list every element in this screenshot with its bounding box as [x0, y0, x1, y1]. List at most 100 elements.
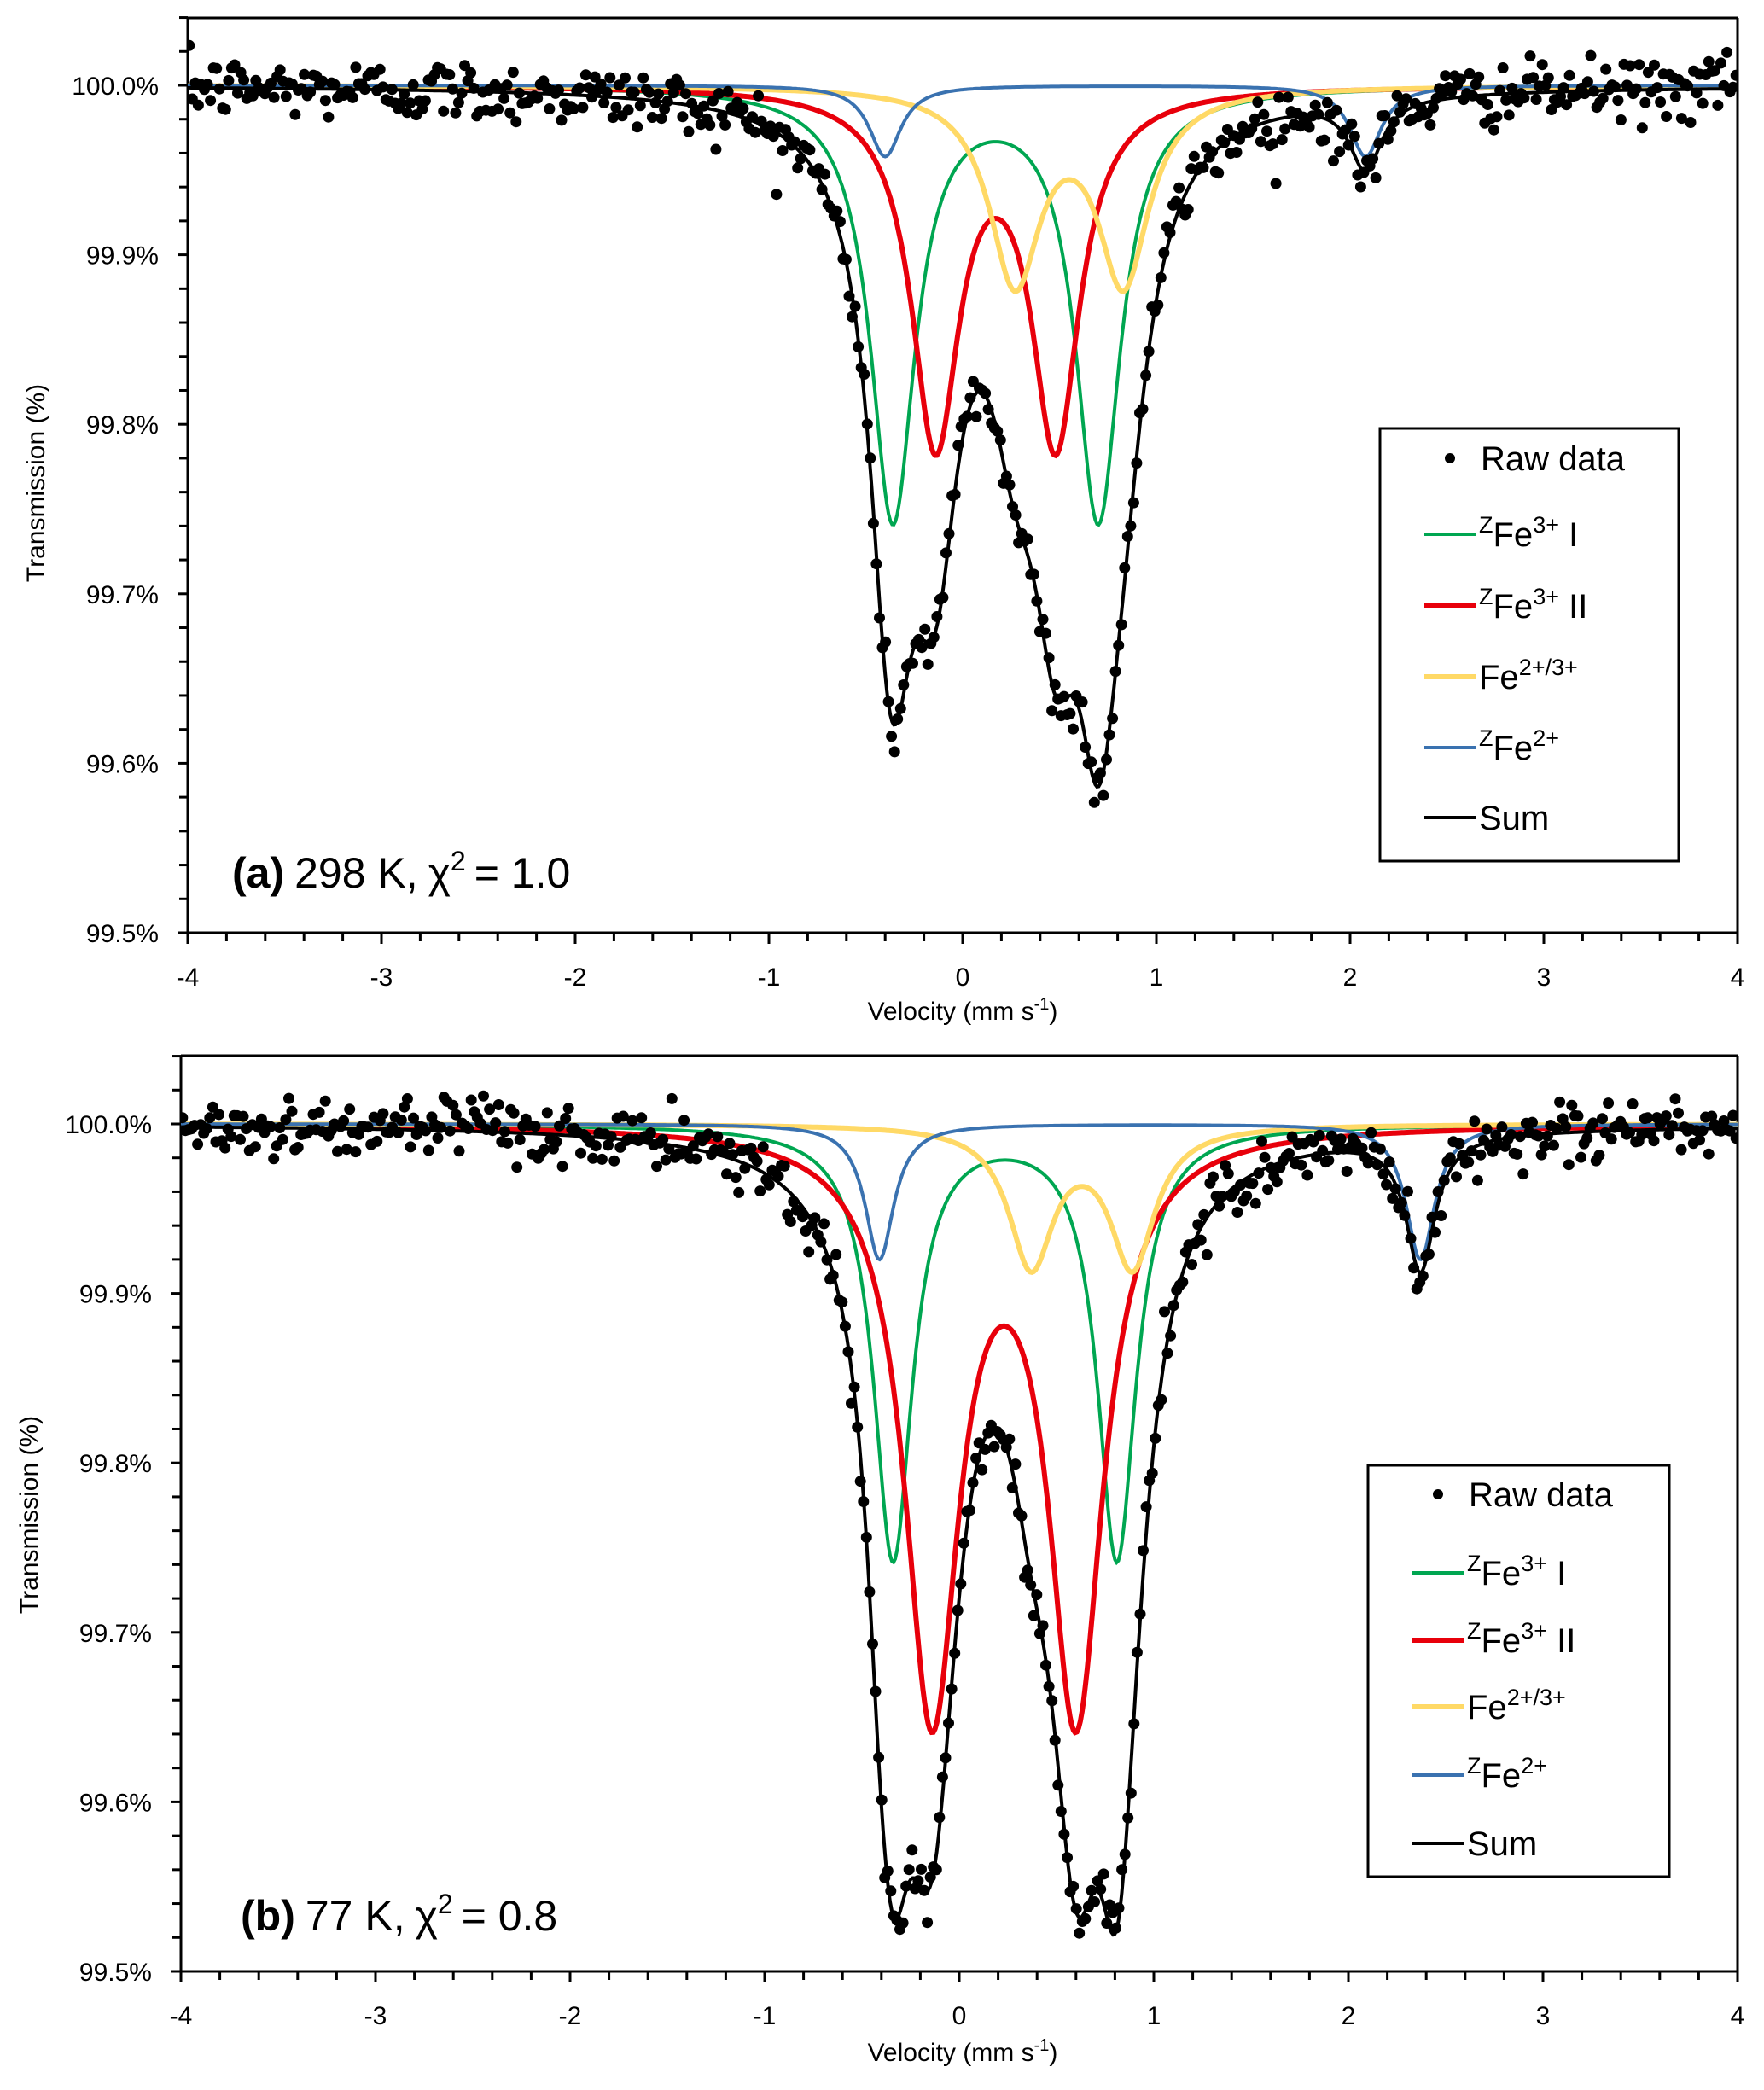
raw-data-point [192, 99, 204, 111]
raw-data-point [886, 731, 898, 742]
x-tick-label: 0 [956, 963, 970, 992]
raw-data-point [1511, 1148, 1523, 1160]
raw-data-point [1685, 117, 1697, 128]
raw-data-point [1319, 134, 1330, 146]
raw-data-point [1593, 1150, 1605, 1161]
legend-box [1378, 427, 1680, 863]
chi-value: = 0.8 [462, 1892, 558, 1940]
raw-data-point [1581, 1132, 1593, 1144]
x-tick-label: 2 [1342, 2002, 1356, 2030]
panel-label: (b) [241, 1892, 295, 1940]
y-tick-label: 99.5% [79, 1959, 152, 1987]
raw-data-point [1721, 46, 1733, 58]
raw-data-point [374, 63, 386, 75]
raw-data-point [1517, 1168, 1529, 1180]
raw-data-point [1563, 1159, 1575, 1171]
raw-data-point [550, 1136, 562, 1148]
x-tick-label: -1 [754, 2002, 777, 2030]
x-tick-label: -2 [564, 963, 587, 992]
raw-data-point [532, 92, 544, 104]
legend-label: Fe2+/3+ [1467, 1685, 1566, 1726]
legend-label-sup: 3+ [1533, 512, 1559, 538]
raw-data-point [603, 1139, 614, 1151]
raw-data-point [438, 105, 450, 117]
raw-data-point [660, 1154, 672, 1166]
legend-label-sup: 3+ [1521, 1551, 1547, 1576]
raw-data-point [238, 74, 250, 86]
raw-data-point [344, 1103, 356, 1115]
raw-data-point [1663, 1129, 1675, 1141]
raw-data-point [299, 68, 311, 80]
raw-data-point [1524, 50, 1536, 62]
raw-data-point [919, 623, 931, 635]
raw-data-point [719, 119, 731, 131]
raw-data-point [622, 104, 634, 116]
x-tick-label: -3 [364, 2002, 387, 2030]
raw-data-point [1572, 1110, 1584, 1122]
raw-data-point [1446, 85, 1458, 97]
legend-label-base: Fe [1482, 1555, 1522, 1592]
raw-data-point [229, 59, 241, 71]
legend-label-prefix: Z [1467, 1618, 1482, 1644]
raw-data-point [651, 1161, 662, 1173]
raw-data-point [280, 90, 292, 102]
legend-label-prefix: Z [1467, 1753, 1482, 1779]
raw-data-point [447, 1099, 459, 1111]
raw-data-point [338, 1115, 350, 1127]
legend-marker-dot [1433, 1489, 1443, 1499]
raw-data-point [235, 1133, 246, 1145]
raw-data-point [1551, 1122, 1563, 1134]
raw-data-point [204, 1112, 216, 1124]
raw-data-point [1279, 123, 1291, 135]
raw-data-point [1159, 1306, 1170, 1318]
raw-data-point [970, 410, 982, 422]
raw-data-point [1661, 111, 1673, 122]
y-tick-label: 99.6% [86, 750, 159, 778]
legend-item-fe23: Fe2+/3+ [1424, 655, 1578, 696]
raw-data-point [560, 1113, 572, 1124]
x-axis-title-end: ) [1049, 998, 1057, 1026]
raw-data-point [1464, 67, 1476, 79]
raw-data-point [465, 67, 477, 79]
raw-data-point [1697, 1125, 1709, 1137]
raw-data-point [341, 1144, 352, 1156]
legend-item-fe3_I: ZFe3+ I [1412, 1551, 1566, 1592]
raw-data-point [568, 102, 579, 114]
raw-data-point [465, 1094, 477, 1106]
raw-data-point [634, 100, 646, 112]
raw-data-point [213, 1109, 224, 1121]
raw-data-point [1362, 1157, 1374, 1169]
raw-data-point [804, 144, 816, 156]
raw-data-point [1256, 1135, 1267, 1147]
raw-data-point [211, 62, 223, 74]
raw-data-point [452, 96, 464, 108]
y-axis-title: Transmission (%) [22, 384, 50, 582]
raw-data-point [1346, 118, 1358, 130]
raw-data-point [510, 116, 522, 128]
legend-label: ZFe2+ [1467, 1753, 1547, 1795]
raw-data-point [1636, 1129, 1648, 1141]
raw-data-point [1173, 182, 1185, 194]
raw-data-point [1475, 1149, 1487, 1161]
raw-data-point [1387, 1192, 1399, 1204]
raw-data-point [1605, 1133, 1617, 1145]
raw-data-point [1669, 1093, 1681, 1105]
raw-data-point [1064, 707, 1076, 719]
raw-data-point [422, 1144, 434, 1156]
raw-data-point [583, 82, 595, 94]
legend-label-sup: 2+/3+ [1519, 655, 1578, 680]
raw-data-point [371, 1135, 383, 1147]
raw-data-point [1435, 1210, 1447, 1221]
raw-data-point [1004, 1433, 1016, 1445]
chi-symbol: χ [428, 849, 451, 897]
raw-data-point [1261, 125, 1272, 137]
legend-label-base: Fe [1479, 659, 1519, 696]
raw-data-point [539, 1144, 550, 1156]
raw-data-point [1535, 1149, 1547, 1161]
raw-data-point [1536, 59, 1548, 71]
legend-label: Sum [1467, 1825, 1537, 1863]
raw-data-point [771, 189, 783, 201]
raw-data-point [319, 95, 331, 107]
raw-data-point [1482, 99, 1493, 110]
raw-data-point [1354, 181, 1366, 193]
